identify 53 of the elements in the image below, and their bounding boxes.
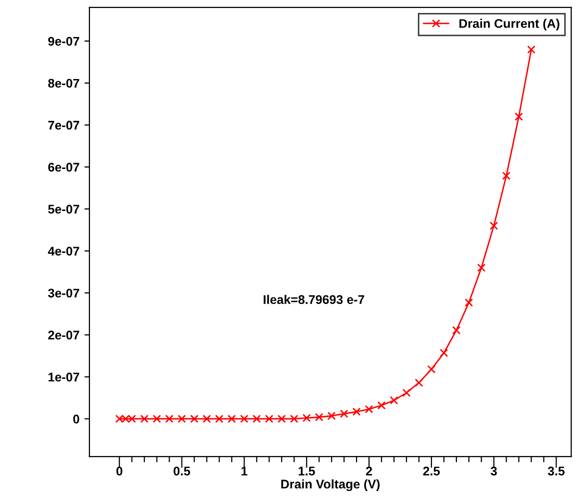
y-tick-label: 4e-07 — [48, 246, 80, 256]
point — [190, 414, 198, 423]
x-tick-label: 2.5 — [423, 466, 440, 476]
point — [464, 298, 474, 307]
point — [452, 326, 461, 334]
point — [477, 264, 486, 272]
point — [390, 396, 398, 405]
x-tick-label: 3 — [490, 466, 497, 476]
point — [364, 404, 374, 414]
point — [178, 414, 186, 423]
x-tick-label: 2 — [366, 466, 372, 476]
x-tick-label: 0.5 — [174, 466, 190, 476]
point — [252, 414, 261, 423]
x-tick-label: 1.5 — [298, 466, 315, 476]
point — [352, 408, 361, 416]
point — [340, 410, 348, 418]
point — [265, 414, 274, 423]
y-tick-label: 7e-07 — [48, 120, 80, 130]
y-tick-label: 6e-07 — [48, 162, 80, 172]
y-tick-label: 8e-07 — [48, 78, 80, 88]
point — [414, 378, 424, 387]
point — [215, 414, 224, 423]
y-tick-label: 3e-07 — [48, 288, 80, 298]
legend-label: Drain Current (A) — [459, 18, 560, 30]
point — [202, 414, 211, 423]
point — [277, 414, 286, 423]
x-tick-label: 0 — [116, 466, 122, 476]
point — [427, 365, 436, 374]
point — [440, 348, 448, 358]
point — [514, 112, 523, 121]
point — [377, 401, 386, 410]
point — [165, 414, 174, 423]
x-axis-title: Drain Voltage (V) — [281, 479, 380, 492]
point — [327, 412, 336, 420]
y-tick-label: 5e-07 — [48, 204, 80, 214]
x-tick-label: 3.5 — [548, 466, 565, 476]
point — [527, 45, 536, 54]
point — [240, 414, 248, 423]
point — [290, 414, 298, 423]
point — [490, 222, 498, 230]
x-tick-label: 1 — [242, 466, 248, 476]
y-tick-label: 1e-07 — [48, 372, 80, 382]
point — [228, 414, 236, 423]
annotation: Ileak=8.79693 e-7 — [264, 294, 364, 304]
point — [314, 412, 324, 422]
point — [302, 414, 311, 422]
y-tick-label: 0 — [73, 414, 80, 424]
y-tick-label: 2e-07 — [48, 330, 80, 340]
point — [152, 414, 162, 423]
point — [140, 414, 149, 423]
y-tick-label: 9e-07 — [48, 36, 80, 46]
point — [402, 388, 411, 397]
point — [502, 172, 510, 180]
